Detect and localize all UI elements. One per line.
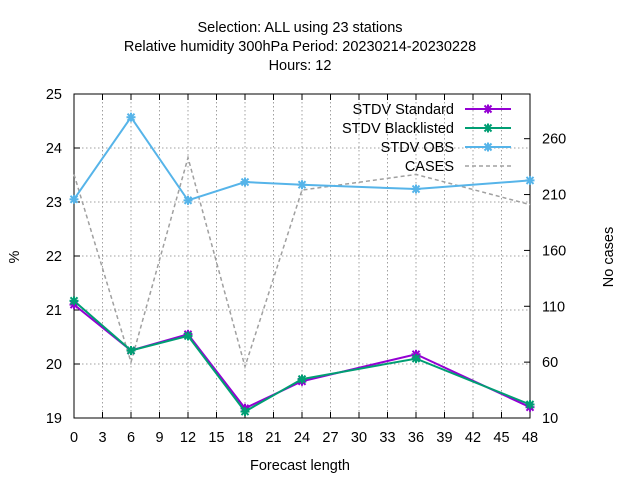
x-tick-label: 45 [493,430,509,446]
x-tick-label: 36 [408,430,424,446]
data-point [126,346,136,355]
series-stdv-obs [69,112,535,205]
series-line [73,154,531,370]
legend-item: CASES [405,159,511,175]
data-point [525,175,535,185]
data-point [240,177,250,187]
legend-label: STDV Standard [352,102,454,118]
y-tick-label: 20 [46,357,62,373]
title-line-3: Hours: 12 [269,58,332,74]
y2-tick-label: 160 [542,243,566,259]
x-tick-label: 39 [436,430,452,446]
axes: 0 3 6 9 12 15 18 21 24 27 30 33 36 39 42 45 481920212223… [46,87,566,446]
x-tick-label: 18 [237,430,253,446]
x-tick-label: 42 [465,430,481,446]
data-point [183,195,193,205]
y-tick-label: 21 [46,303,62,319]
y-axis-label: % [7,250,23,263]
legend-item: STDV Blacklisted [342,121,511,137]
x-tick-label: 48 [522,430,538,446]
data-point [240,407,250,417]
chart-title: Selection: ALL using 23 stations Relativ… [124,20,476,74]
title-line-1: Selection: ALL using 23 stations [197,20,402,36]
data-point [126,112,136,122]
y-tick-label: 24 [46,141,62,157]
y2-tick-label: 260 [542,132,566,148]
data-point [183,331,193,341]
legend: STDV Standard STDV Blacklisted STDV OBS CAS… [342,102,511,175]
x-tick-label: 9 [155,430,163,446]
series-cases [73,154,531,370]
series-stdv-standard [69,300,535,413]
series-layer [69,112,535,417]
x-tick-label: 30 [351,430,367,446]
y-tick-label: 23 [46,195,62,211]
legend-item: STDV OBS [381,140,511,156]
title-line-2: Relative humidity 300hPa Period: 2023021… [124,39,476,55]
data-point [411,184,421,194]
data-point [69,296,79,306]
x-axis-label: Forecast length [250,458,350,474]
y-tick-label: 22 [46,249,62,265]
x-tick-label: 21 [265,430,281,446]
x-tick-label: 33 [379,430,395,446]
y2-tick-label: 110 [542,299,565,315]
plot-frame [73,93,531,419]
x-tick-label: 12 [180,430,196,446]
x-tick-label: 15 [208,430,224,446]
data-point [297,374,307,384]
y2-tick-label: 10 [542,411,558,427]
data-point [69,194,79,204]
data-point [297,180,307,190]
x-tick-label: 6 [127,430,135,446]
y-tick-label: 19 [46,411,62,427]
legend-label: STDV Blacklisted [342,121,454,137]
x-tick-label: 3 [98,430,106,446]
data-point [525,400,535,409]
y-tick-label: 25 [46,87,62,103]
series-stdv-blacklisted [69,296,535,417]
grid [74,94,530,418]
x-tick-label: 0 [70,430,78,446]
y2-tick-label: 210 [542,188,566,204]
legend-label: CASES [405,159,454,175]
legend-item: STDV Standard [352,102,511,118]
x-tick-label: 24 [294,430,310,446]
legend-label: STDV OBS [381,140,454,156]
data-point [411,354,421,364]
x-tick-label: 27 [322,430,338,446]
y2-axis-label: No cases [601,227,617,287]
y2-tick-label: 60 [542,355,558,371]
